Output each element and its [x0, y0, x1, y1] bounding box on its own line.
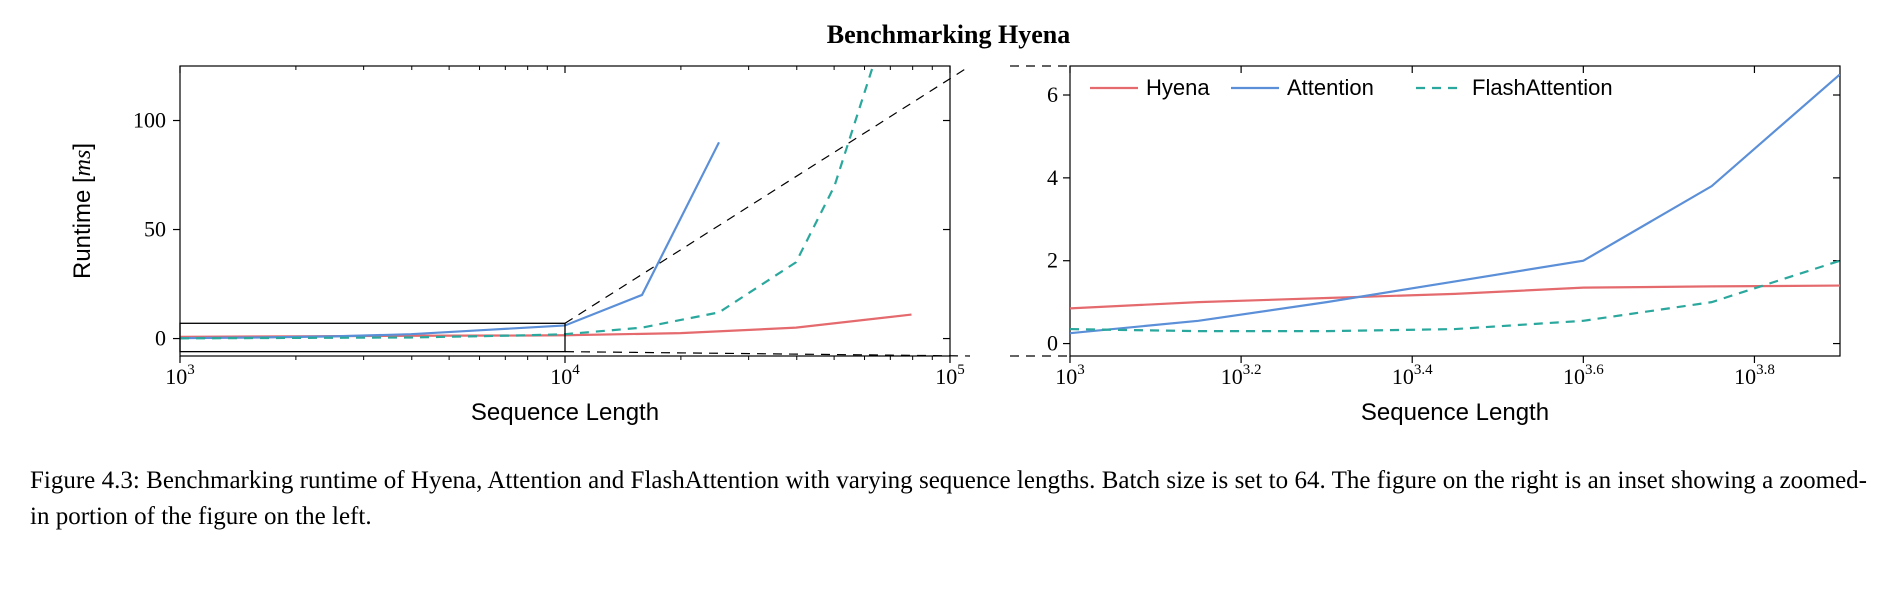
svg-text:105: 105 — [935, 362, 965, 389]
svg-text:6: 6 — [1047, 82, 1058, 107]
svg-text:103.4: 103.4 — [1392, 362, 1433, 389]
svg-text:0: 0 — [155, 326, 166, 351]
svg-text:103.2: 103.2 — [1221, 362, 1262, 389]
svg-text:Hyena: Hyena — [1146, 75, 1210, 100]
svg-text:103.8: 103.8 — [1734, 362, 1775, 389]
left-panel: 0 50 100 103 104 105 Runtime [ms] Sequence Leng… — [30, 56, 970, 451]
right-chart: 0 2 4 6 103 103.2 103.4 103.6 103.8 Sequence Leng… — [1010, 56, 1860, 446]
svg-text:2: 2 — [1047, 248, 1058, 273]
svg-text:Sequence Length: Sequence Length — [471, 399, 659, 426]
svg-text:Sequence Length: Sequence Length — [1361, 399, 1549, 426]
svg-text:FlashAttention: FlashAttention — [1472, 75, 1613, 100]
svg-text:0: 0 — [1047, 331, 1058, 356]
right-panel: 0 2 4 6 103 103.2 103.4 103.6 103.8 Sequence Leng… — [1010, 56, 1860, 451]
caption-body: Benchmarking runtime of Hyena, Attention… — [30, 467, 1867, 530]
caption-prefix: Figure 4.3: — [30, 467, 140, 494]
svg-text:103: 103 — [165, 362, 195, 389]
svg-text:103: 103 — [1055, 362, 1085, 389]
figure-title: Benchmarking Hyena — [30, 20, 1867, 50]
svg-text:Runtime [ms]: Runtime [ms] — [69, 143, 96, 279]
left-chart: 0 50 100 103 104 105 Runtime [ms] Sequence Leng… — [30, 56, 970, 446]
svg-text:4: 4 — [1047, 165, 1058, 190]
svg-text:Attention: Attention — [1287, 75, 1374, 100]
svg-text:104: 104 — [550, 362, 580, 389]
figure: Benchmarking Hyena 0 50 100 103 104 105 Runtim… — [30, 20, 1867, 536]
svg-text:100: 100 — [133, 108, 166, 133]
svg-text:103.6: 103.6 — [1563, 362, 1604, 389]
svg-text:50: 50 — [144, 217, 166, 242]
figure-caption: Figure 4.3: Benchmarking runtime of Hyen… — [30, 463, 1867, 536]
panels-row: 0 50 100 103 104 105 Runtime [ms] Sequence Leng… — [30, 56, 1867, 451]
